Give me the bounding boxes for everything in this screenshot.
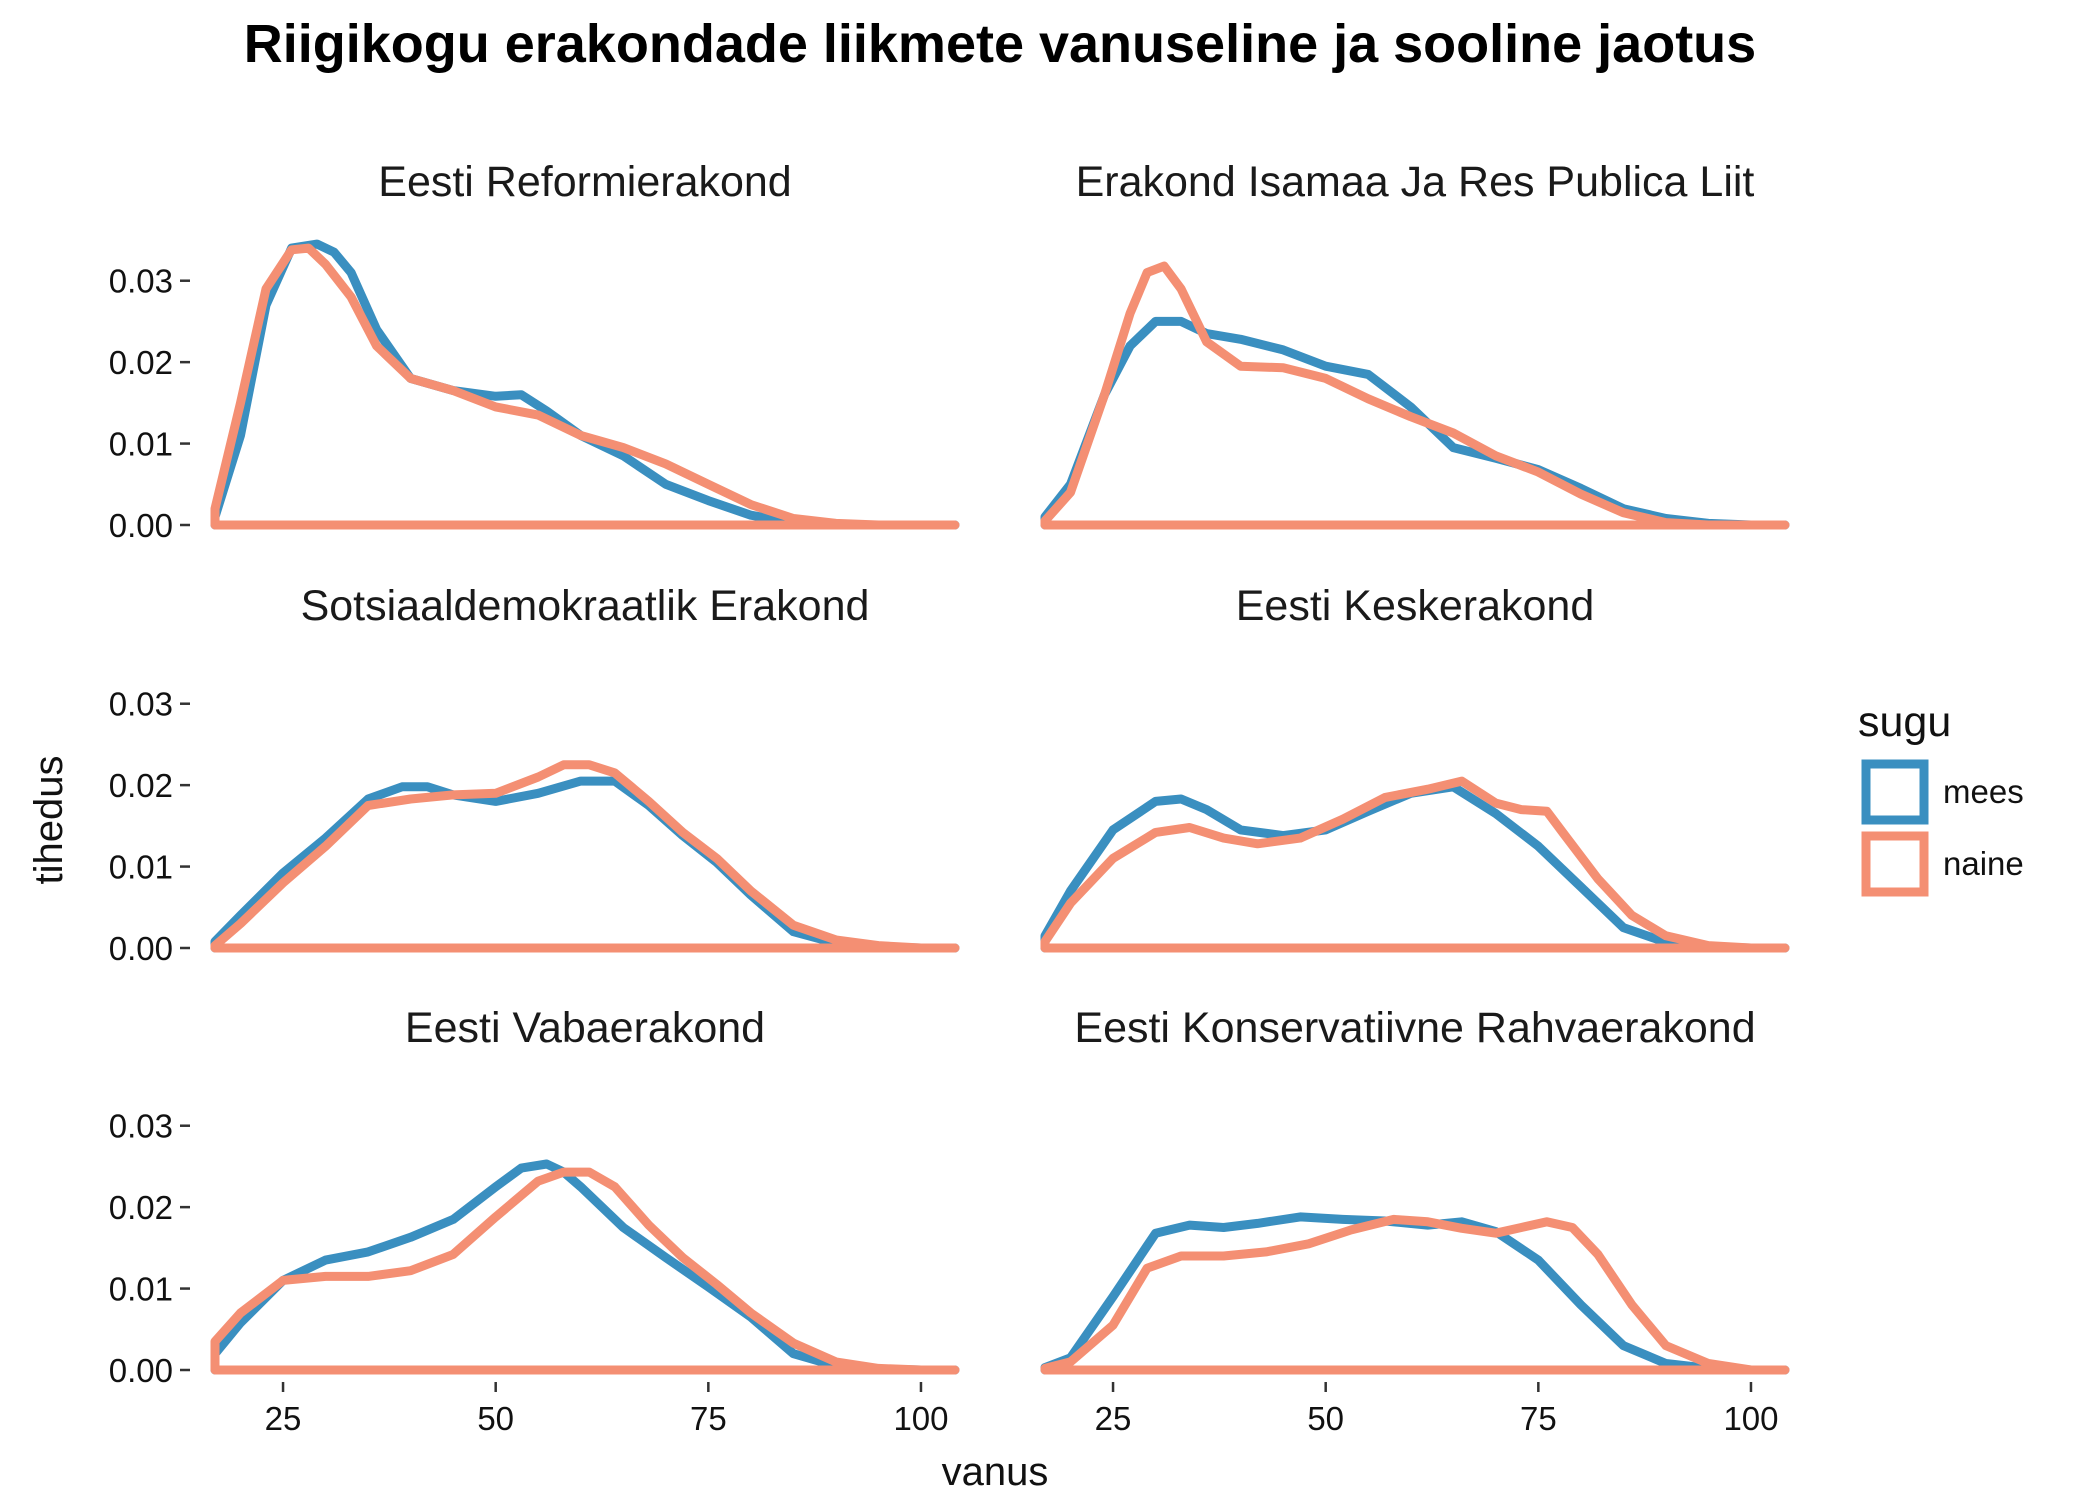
y-tick-label: 0.01 <box>109 426 173 463</box>
density-line-mees <box>1040 782 1790 953</box>
x-tick-label: 75 <box>1520 1400 1557 1437</box>
facet-panel: Eesti Vabaerakond 0.00 0.01 0.02 0.03 25 50 75 1… <box>109 1004 960 1437</box>
x-tick-label: 25 <box>265 1400 302 1437</box>
density-line-mees <box>210 776 960 953</box>
panels-container: Eesti Reformierakond 0.00 0.01 0.02 0.03 Erak… <box>109 158 1790 1437</box>
legend: sugu mees naine <box>1858 698 2024 897</box>
y-tick-label: 0.01 <box>109 849 173 886</box>
x-tick-label: 75 <box>690 1400 727 1437</box>
legend-key-mees <box>1861 759 1929 825</box>
density-line-naine <box>210 243 960 530</box>
facet-title: Eesti Keskerakond <box>1236 582 1595 630</box>
density-line-naine <box>1040 261 1790 530</box>
y-tick-label: 0.03 <box>109 263 173 300</box>
density-line-mees <box>1040 316 1790 530</box>
y-tick-label: 0.02 <box>109 344 173 381</box>
legend-label-mees: mees <box>1943 773 2024 810</box>
x-tick-label: 100 <box>893 1400 948 1437</box>
legend-title: sugu <box>1858 698 1951 746</box>
y-tick-label: 0.02 <box>109 1189 173 1226</box>
y-tick-label: 0.00 <box>109 1352 173 1389</box>
x-tick-label: 50 <box>477 1400 514 1437</box>
chart-title: Riigikogu erakondade liikmete vanuseline… <box>244 14 1756 74</box>
density-line-naine <box>1040 1214 1790 1375</box>
facet-title: Sotsiaaldemokraatlik Erakond <box>301 582 870 630</box>
y-tick-label: 0.00 <box>109 507 173 544</box>
facet-panel: Eesti Keskerakond <box>1040 582 1790 953</box>
x-tick-label: 50 <box>1307 1400 1344 1437</box>
facet-title: Erakond Isamaa Ja Res Publica Liit <box>1076 158 1755 206</box>
y-tick-label: 0.01 <box>109 1271 173 1308</box>
facet-panel: Erakond Isamaa Ja Res Publica Liit <box>1040 158 1790 530</box>
facet-panel: Eesti Reformierakond 0.00 0.01 0.02 0.03 <box>109 158 960 544</box>
legend-key-naine <box>1861 831 1929 897</box>
y-tick-label: 0.03 <box>109 686 173 723</box>
facet-panel: Eesti Konservatiivne Rahvaerakond 25 50 75 1… <box>1040 1004 1790 1437</box>
y-tick-label: 0.00 <box>109 930 173 967</box>
facet-title: Eesti Konservatiivne Rahvaerakond <box>1074 1004 1755 1052</box>
density-line-mees <box>210 239 960 530</box>
facet-panel: Sotsiaaldemokraatlik Erakond 0.00 0.01 0.02… <box>109 582 960 967</box>
density-line-mees <box>210 1159 960 1375</box>
density-line-naine <box>210 1167 960 1375</box>
density-line-naine <box>1040 776 1790 953</box>
x-axis-title: vanus <box>942 1450 1049 1494</box>
density-line-naine <box>210 760 960 953</box>
x-tick-label: 100 <box>1723 1400 1778 1437</box>
x-tick-label: 25 <box>1095 1400 1132 1437</box>
facet-title: Eesti Vabaerakond <box>405 1004 765 1052</box>
facet-title: Eesti Reformierakond <box>378 158 791 206</box>
y-tick-label: 0.02 <box>109 767 173 804</box>
legend-label-naine: naine <box>1943 845 2024 882</box>
y-axis-title: tihedus <box>27 756 71 885</box>
y-tick-label: 0.03 <box>109 1108 173 1145</box>
